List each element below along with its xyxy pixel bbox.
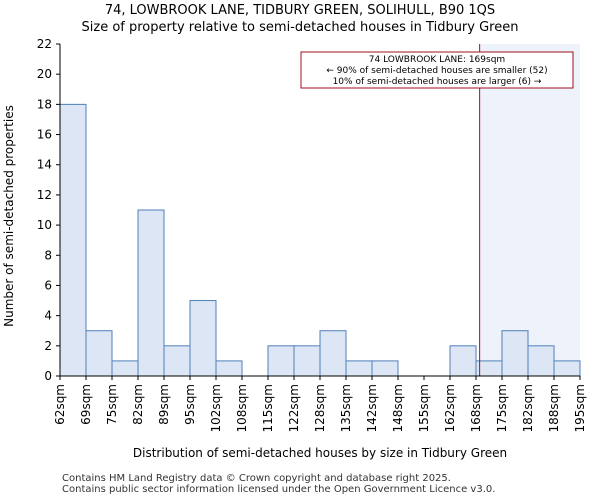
y-tick-label: 6 [44,278,52,292]
y-tick-label: 4 [44,309,52,323]
histogram-bar [111,360,139,377]
y-tick-label: 2 [44,339,52,353]
histogram-bar [163,345,191,377]
x-tick-label: 188sqm [547,384,561,432]
y-tick-label: 12 [37,188,52,202]
y-tick-label: 14 [37,158,52,172]
footer-land-registry: Contains HM Land Registry data © Crown c… [62,473,451,484]
x-tick-label: 155sqm [417,384,431,432]
x-tick-label: 82sqm [131,384,145,425]
annotation-larger: 10% of semi-detached houses are larger (… [333,77,542,87]
x-tick-label: 102sqm [209,384,223,432]
histogram-bar [215,360,243,377]
histogram-bar [85,330,113,377]
y-tick-label: 20 [37,67,52,81]
footer-licence: Contains public sector information licen… [62,484,496,495]
histogram-bar [553,360,581,377]
histogram-bar [267,345,295,377]
x-tick-label: 95sqm [183,384,197,425]
histogram-bar [371,360,399,377]
x-tick-label: 122sqm [287,384,301,432]
annotation-box [300,51,574,89]
x-tick-label: 108sqm [235,384,249,432]
x-tick-label: 89sqm [157,384,171,425]
annotation-smaller: ← 90% of semi-detached houses are smalle… [326,66,547,76]
histogram-chart: 0 2 4 6 8 10 12 14 16 18 20 22 62sqm 69sqm 75sqm 82sqm 8… [2,37,587,460]
x-tick-label: 69sqm [79,384,93,425]
y-tick-label: 8 [44,248,52,262]
histogram-bar [293,345,321,377]
y-tick-label: 18 [37,97,52,111]
x-tick-label: 175sqm [495,384,509,432]
histogram-bar [501,330,529,377]
x-tick-label: 115sqm [261,384,275,432]
y-tick-label: 10 [37,218,52,232]
x-tick-label: 75sqm [105,384,119,425]
x-tick-label: 62sqm [53,384,67,425]
histogram-bar [319,330,347,377]
y-tick-label: 0 [44,369,52,383]
x-tick-label: 148sqm [391,384,405,432]
chart-title-subtitle: Size of property relative to semi-detach… [81,20,519,35]
histogram-bar [137,209,165,377]
histogram-bar [527,345,555,377]
x-tick-label: 195sqm [573,384,587,432]
annotation-title: 74 LOWBROOK LANE: 169sqm [369,55,505,65]
y-axis-label: Number of semi-detached properties [2,105,16,327]
x-tick-label: 168sqm [469,384,483,432]
histogram-bar [449,345,477,377]
histogram-bar [345,360,373,377]
x-tick-label: 135sqm [339,384,353,432]
x-axis-label: Distribution of semi-detached houses by … [133,446,507,460]
x-tick-label: 182sqm [521,384,535,432]
x-tick-label: 162sqm [443,384,457,432]
y-tick-label: 22 [37,37,52,51]
histogram-bar [189,300,217,377]
histogram-bar [59,103,87,377]
larger-region-highlight [479,44,580,376]
chart-title-address: 74, LOWBROOK LANE, TIDBURY GREEN, SOLIHU… [104,3,496,18]
y-tick-label: 16 [37,128,52,142]
property-annotation: 74 LOWBROOK LANE: 169sqm ← 90% of semi-d… [300,51,574,89]
x-tick-label: 142sqm [365,384,379,432]
x-tick-label: 128sqm [313,384,327,432]
